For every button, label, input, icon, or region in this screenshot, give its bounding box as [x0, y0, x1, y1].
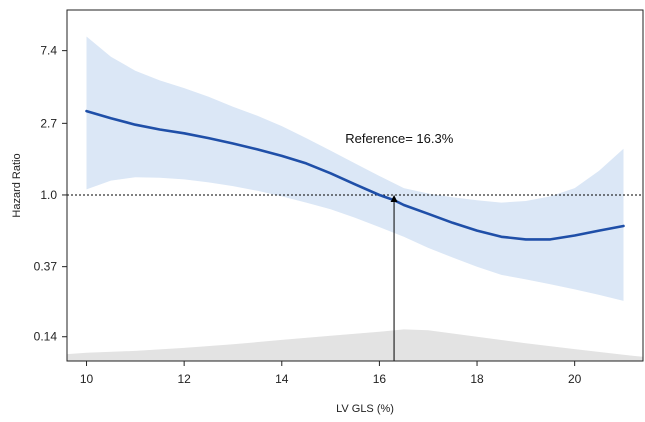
plot-frame: [66, 9, 644, 362]
hazard-ratio-line: [85, 109, 625, 241]
y-tick-label: 7.4: [40, 44, 57, 58]
x-tick-label: 16: [373, 372, 387, 386]
x-tick-label: 10: [80, 372, 94, 386]
confidence-band: [86, 36, 624, 301]
reference-annotation: Reference= 16.3%: [345, 131, 453, 146]
x-axis-label: LV GLS (%): [336, 403, 394, 415]
axes: 10 12 14 16 18 20 0.14 0.37 1.0 2.7 7.4: [34, 44, 582, 386]
y-tick-label: 0.37: [34, 260, 58, 274]
y-tick-label: 1.0: [40, 188, 57, 202]
y-tick-label: 2.7: [40, 116, 57, 130]
y-tick-label: 0.14: [34, 330, 58, 344]
x-tick-label: 14: [275, 372, 289, 386]
x-tick-label: 12: [177, 372, 191, 386]
y-axis-label: Hazard Ratio: [11, 153, 23, 217]
reference-arrow-head: [390, 194, 398, 202]
x-tick-label: 20: [568, 372, 582, 386]
x-tick-label: 18: [470, 372, 484, 386]
density-area: [67, 329, 643, 361]
plot-area: [67, 36, 643, 361]
